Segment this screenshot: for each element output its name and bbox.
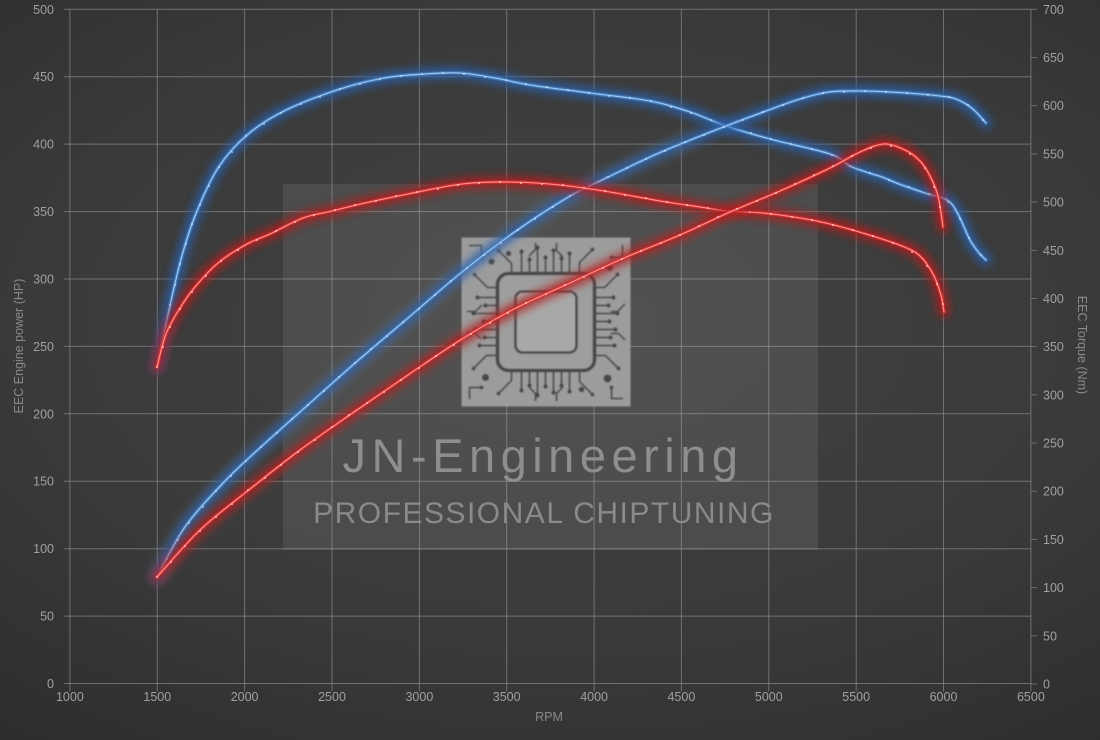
svg-text:350: 350 [1043, 340, 1064, 354]
svg-text:500: 500 [33, 3, 54, 17]
svg-text:100: 100 [33, 542, 54, 556]
svg-text:550: 550 [1043, 147, 1064, 161]
svg-text:PROFESSIONAL CHIPTUNING: PROFESSIONAL CHIPTUNING [313, 497, 775, 530]
svg-text:2000: 2000 [231, 690, 259, 704]
svg-text:600: 600 [1043, 99, 1064, 113]
svg-text:650: 650 [1043, 51, 1064, 65]
svg-text:450: 450 [1043, 244, 1064, 258]
svg-text:5000: 5000 [755, 690, 783, 704]
svg-text:500: 500 [1043, 196, 1064, 210]
svg-text:200: 200 [1043, 485, 1064, 499]
svg-text:400: 400 [33, 138, 54, 152]
svg-text:3500: 3500 [493, 690, 521, 704]
svg-text:250: 250 [1043, 437, 1064, 451]
svg-text:300: 300 [33, 273, 54, 287]
svg-text:4500: 4500 [667, 690, 695, 704]
svg-text:350: 350 [33, 205, 54, 219]
svg-text:EEC Engine power (HP): EEC Engine power (HP) [12, 279, 26, 414]
svg-text:1000: 1000 [56, 690, 84, 704]
svg-text:6500: 6500 [1017, 690, 1045, 704]
svg-text:400: 400 [1043, 292, 1064, 306]
svg-text:150: 150 [33, 475, 54, 489]
svg-text:2500: 2500 [318, 690, 346, 704]
svg-text:3000: 3000 [405, 690, 433, 704]
svg-text:200: 200 [33, 407, 54, 421]
svg-text:5500: 5500 [842, 690, 870, 704]
svg-text:50: 50 [1043, 629, 1057, 643]
svg-text:6000: 6000 [930, 690, 958, 704]
svg-text:700: 700 [1043, 3, 1064, 17]
svg-text:300: 300 [1043, 388, 1064, 402]
svg-text:1500: 1500 [143, 690, 171, 704]
svg-text:100: 100 [1043, 581, 1064, 595]
svg-text:150: 150 [1043, 533, 1064, 547]
svg-text:4000: 4000 [580, 690, 608, 704]
svg-text:250: 250 [33, 340, 54, 354]
svg-text:RPM: RPM [535, 710, 563, 724]
svg-text:EEC Torque (Nm): EEC Torque (Nm) [1075, 296, 1089, 394]
svg-text:50: 50 [40, 610, 54, 624]
svg-text:0: 0 [1043, 678, 1050, 692]
svg-text:0: 0 [47, 677, 54, 691]
svg-text:450: 450 [33, 70, 54, 84]
svg-text:JN-Engineering: JN-Engineering [343, 429, 744, 482]
